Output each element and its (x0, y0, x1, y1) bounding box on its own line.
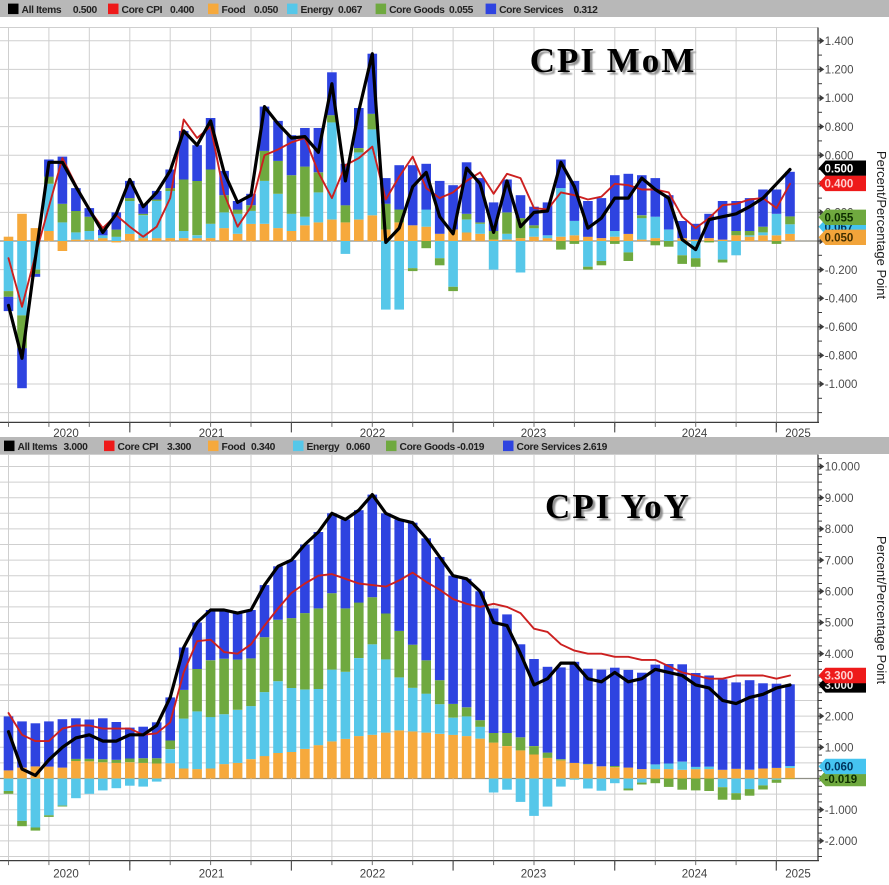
svg-text:9.000: 9.000 (825, 493, 854, 505)
svg-text:2021: 2021 (199, 869, 225, 881)
svg-text:0.312: 0.312 (574, 5, 599, 16)
svg-text:1.200: 1.200 (825, 65, 854, 77)
svg-text:3.300: 3.300 (167, 442, 192, 453)
svg-text:0.500: 0.500 (73, 5, 98, 16)
svg-text:1.000: 1.000 (825, 93, 854, 105)
svg-text:-0.019: -0.019 (457, 442, 485, 453)
svg-text:1.400: 1.400 (825, 36, 854, 48)
svg-text:Percent/Percentage Point: Percent/Percentage Point (874, 536, 889, 685)
svg-text:2024: 2024 (682, 869, 708, 881)
svg-text:2.619: 2.619 (583, 442, 608, 453)
svg-text:0.800: 0.800 (825, 122, 854, 134)
svg-text:CPI YoY: CPI YoY (548, 490, 694, 529)
svg-text:10.000: 10.000 (825, 462, 860, 474)
svg-text:2022: 2022 (360, 869, 386, 881)
svg-text:2023: 2023 (521, 869, 547, 881)
svg-text:0.055: 0.055 (449, 5, 474, 16)
svg-text:1.000: 1.000 (825, 743, 854, 755)
svg-text:Core Services: Core Services (517, 442, 582, 453)
svg-text:0.060: 0.060 (346, 442, 371, 453)
svg-text:Percent/Percentage Point: Percent/Percentage Point (874, 151, 889, 300)
svg-text:-1.000: -1.000 (825, 805, 858, 817)
svg-text:CPI MoM: CPI MoM (530, 41, 697, 80)
svg-text:CPI YoY: CPI YoY (545, 487, 691, 526)
svg-text:0.050: 0.050 (254, 5, 279, 16)
svg-text:0.340: 0.340 (251, 442, 276, 453)
svg-text:Core Services: Core Services (499, 5, 564, 16)
svg-text:Core CPI: Core CPI (118, 442, 159, 453)
svg-text:5.000: 5.000 (825, 618, 854, 630)
svg-text:All Items: All Items (18, 442, 58, 453)
svg-text:-0.200: -0.200 (825, 265, 858, 277)
svg-text:Food: Food (222, 442, 246, 453)
svg-text:Energy: Energy (307, 442, 340, 453)
svg-text:6.000: 6.000 (825, 587, 854, 599)
svg-text:0.400: 0.400 (825, 179, 854, 191)
svg-text:0.600: 0.600 (825, 150, 854, 162)
svg-text:-0.800: -0.800 (825, 351, 858, 363)
svg-text:0.500: 0.500 (825, 163, 854, 175)
svg-text:All Items: All Items (22, 5, 62, 16)
svg-text:Core CPI: Core CPI (122, 5, 163, 16)
svg-text:-0.019: -0.019 (825, 774, 858, 786)
svg-text:-0.400: -0.400 (825, 293, 858, 305)
svg-text:Energy: Energy (301, 5, 334, 16)
svg-text:0.060: 0.060 (825, 762, 854, 774)
svg-text:2025: 2025 (785, 869, 811, 881)
svg-text:2020: 2020 (53, 869, 79, 881)
svg-text:-2.000: -2.000 (825, 836, 858, 848)
svg-text:Core Goods: Core Goods (400, 442, 456, 453)
svg-text:0.400: 0.400 (170, 5, 195, 16)
svg-text:-0.600: -0.600 (825, 322, 858, 334)
svg-text:0.067: 0.067 (338, 5, 363, 16)
svg-text:Core Goods: Core Goods (389, 5, 445, 16)
svg-text:0.055: 0.055 (825, 213, 854, 225)
svg-text:3.300: 3.300 (825, 671, 854, 683)
svg-text:0.050: 0.050 (825, 233, 854, 245)
svg-text:3.000: 3.000 (64, 442, 89, 453)
svg-text:8.000: 8.000 (825, 524, 854, 536)
svg-text:-1.000: -1.000 (825, 379, 858, 391)
svg-text:CPI MoM: CPI MoM (532, 44, 699, 83)
svg-text:4.000: 4.000 (825, 649, 854, 661)
svg-text:2.000: 2.000 (825, 711, 854, 723)
svg-text:7.000: 7.000 (825, 555, 854, 567)
svg-text:Food: Food (222, 5, 246, 16)
